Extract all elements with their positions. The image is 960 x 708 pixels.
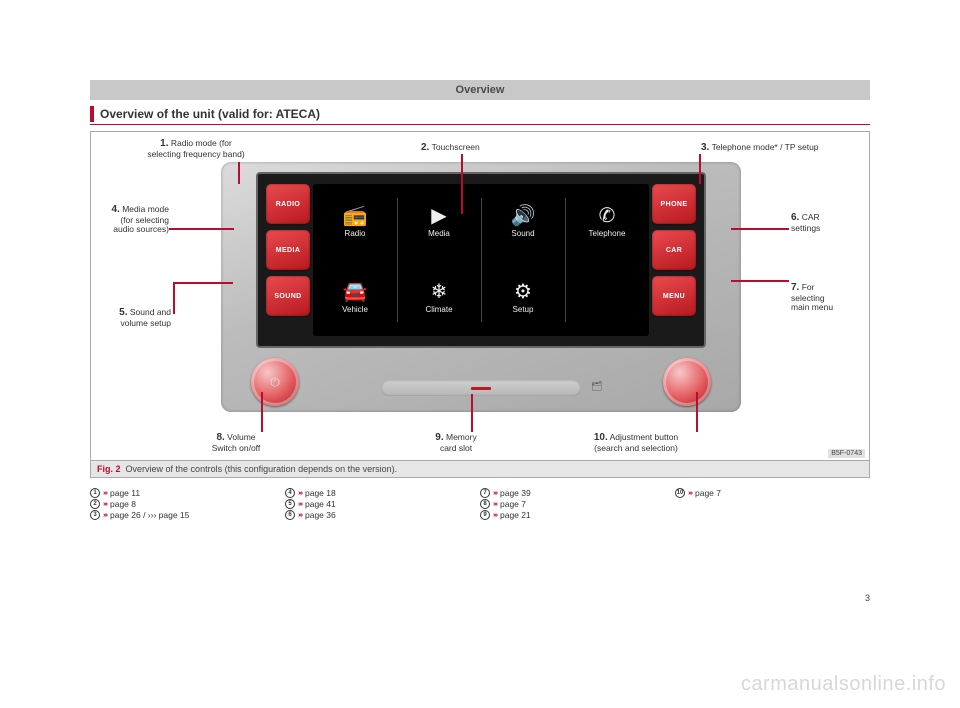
- image-code: B5F-0743: [828, 449, 865, 458]
- section-heading-row: Overview of the unit (valid for: ATECA): [90, 106, 870, 122]
- callout-4: 4. Media mode (for selecting audio sourc…: [99, 204, 169, 235]
- speaker-icon: 🔊: [511, 206, 536, 226]
- page-number: 3: [865, 593, 870, 603]
- hw-button-menu[interactable]: MENU: [652, 276, 696, 316]
- sd-icon: 🗂: [591, 381, 602, 392]
- lead-5b: [173, 282, 175, 314]
- tile-setup[interactable]: ⚙Setup: [513, 282, 534, 314]
- watermark: carmanualsonline.info: [741, 673, 946, 696]
- gear-icon: ⚙: [514, 282, 532, 302]
- hw-button-radio[interactable]: RADIO: [266, 184, 310, 224]
- tile-telephone[interactable]: ✆Telephone: [589, 206, 626, 238]
- callout-7: 7. For selecting main menu: [791, 282, 846, 313]
- callout-5: 5. Sound and volume setup: [111, 307, 171, 328]
- lead-6: [731, 228, 789, 230]
- phone-icon: ✆: [599, 206, 616, 226]
- lead-4: [169, 228, 234, 230]
- car-icon: 🚘: [343, 282, 368, 302]
- tile-radio[interactable]: 📻Radio: [343, 206, 368, 238]
- lead-1: [238, 162, 240, 184]
- ref-col-1: 1›››page 11 2›››page 8 3›››page 26 / ›››…: [90, 488, 285, 521]
- touchscreen[interactable]: 📻Radio ▶Media 🔊Sound ✆Telephone 🚘Vehicle…: [313, 184, 649, 336]
- ref-col-2: 4›››page 18 5›››page 41 6›››page 36: [285, 488, 480, 521]
- figure-frame: RADIO MEDIA SOUND PHONE CAR MENU 📻Radio …: [90, 131, 870, 461]
- rule: [90, 124, 870, 125]
- tile-media[interactable]: ▶Media: [428, 206, 450, 238]
- lead-7: [731, 280, 789, 282]
- reference-columns: 1›››page 11 2›››page 8 3›››page 26 / ›››…: [90, 488, 870, 521]
- heading-tick: [90, 106, 94, 122]
- memory-card-slot[interactable]: [381, 380, 581, 396]
- callout-2: 2. Touchscreen: [421, 142, 480, 154]
- radio-icon: 📻: [343, 206, 368, 226]
- callout-9: 9. Memory card slot: [426, 432, 486, 453]
- ref-col-3: 7›››page 39 8›››page 7 9›››page 21: [480, 488, 675, 521]
- play-icon: ▶: [431, 206, 446, 226]
- callout-10: 10. Adjustment button (search and select…: [581, 432, 691, 453]
- callout-6: 6. CAR settings: [791, 212, 841, 233]
- tile-vehicle[interactable]: 🚘Vehicle: [342, 282, 368, 314]
- volume-knob[interactable]: ⏻: [251, 358, 299, 406]
- figure-caption: Fig. 2 Overview of the controls (this co…: [90, 461, 870, 478]
- lead-3: [699, 154, 701, 184]
- callout-8: 8. Volume Switch on/off: [201, 432, 271, 453]
- page-header: Overview: [90, 80, 870, 100]
- hw-button-phone[interactable]: PHONE: [652, 184, 696, 224]
- lead-5: [173, 282, 233, 284]
- callout-3: 3. Telephone mode* / TP setup: [701, 142, 819, 154]
- hw-button-car[interactable]: CAR: [652, 230, 696, 270]
- ref-col-4: 10›››page 7: [675, 488, 870, 521]
- lead-9: [471, 394, 473, 432]
- callout-1: 1. Radio mode (for selecting frequency b…: [141, 138, 251, 159]
- section-title: Overview of the unit (valid for: ATECA): [100, 107, 320, 121]
- lead-10: [696, 392, 698, 432]
- lead-2: [461, 154, 463, 214]
- climate-icon: ❄: [431, 282, 448, 302]
- device-bezel: RADIO MEDIA SOUND PHONE CAR MENU 📻Radio …: [221, 162, 741, 412]
- adjustment-knob[interactable]: [663, 358, 711, 406]
- tile-climate[interactable]: ❄Climate: [425, 282, 452, 314]
- power-icon: ⏻: [270, 375, 280, 390]
- lead-8: [261, 392, 263, 432]
- device-dark-panel: RADIO MEDIA SOUND PHONE CAR MENU 📻Radio …: [256, 172, 706, 348]
- hw-button-sound[interactable]: SOUND: [266, 276, 310, 316]
- hw-button-media[interactable]: MEDIA: [266, 230, 310, 270]
- tile-sound[interactable]: 🔊Sound: [511, 206, 536, 238]
